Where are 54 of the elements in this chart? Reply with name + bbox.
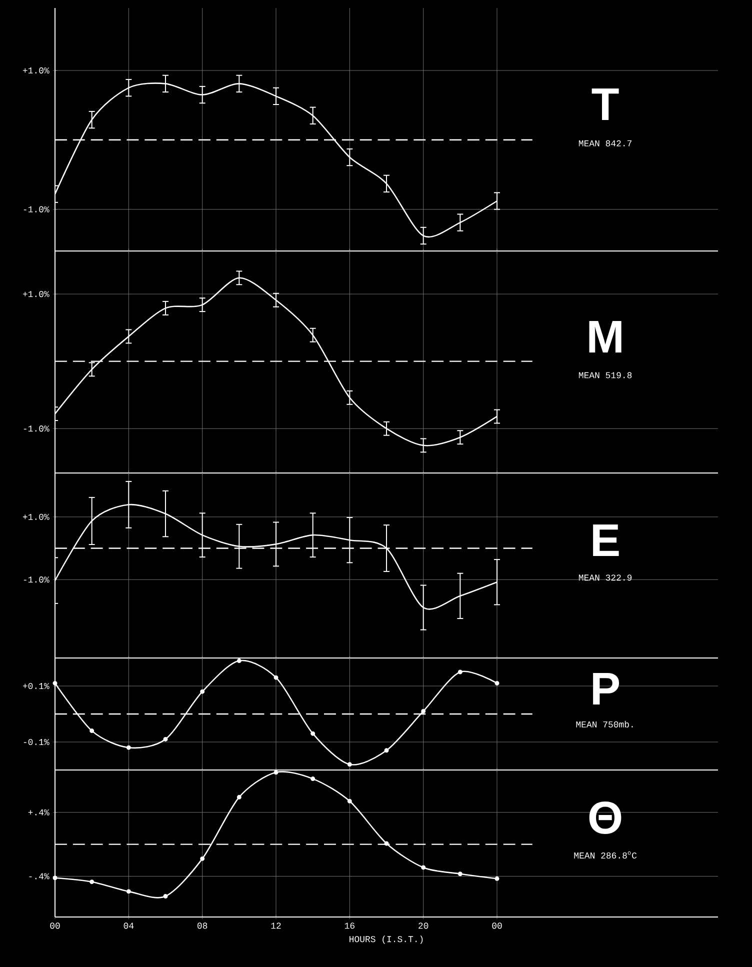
- point: [126, 889, 131, 894]
- point: [200, 856, 205, 861]
- point: [310, 776, 316, 782]
- x-tick-label: 00: [492, 922, 502, 929]
- x-tick-label: 00: [50, 922, 60, 929]
- y-tick-label: -.4%: [29, 873, 50, 880]
- chart-title: P: [593, 672, 620, 705]
- y-tick-label: +1.0%: [22, 67, 50, 74]
- point: [90, 728, 94, 734]
- point: [421, 865, 426, 870]
- x-axis-title: HOURS (I.S.T.): [350, 936, 423, 944]
- point: [384, 748, 389, 753]
- point: [52, 876, 58, 880]
- point: [494, 876, 500, 881]
- x-tick-label: 20: [418, 922, 428, 929]
- y-tick-label: +.4%: [28, 809, 50, 816]
- y-tick-label: -1.0%: [24, 426, 50, 432]
- point: [236, 658, 242, 664]
- point: [274, 675, 278, 680]
- point: [126, 745, 131, 750]
- y-tick-label: -1.0%: [24, 206, 50, 212]
- text: M: [589, 320, 622, 352]
- y-tick-label: +1.0%: [22, 514, 50, 520]
- point: [90, 880, 94, 884]
- x-tick-label: 04: [124, 922, 134, 929]
- y-tick-label: -1.0%: [24, 576, 50, 583]
- text: E: [593, 524, 619, 556]
- point: [200, 689, 205, 694]
- point: [421, 708, 426, 714]
- point: [347, 762, 352, 767]
- point: [52, 680, 58, 686]
- annotation: MEAN 519.8: [578, 372, 632, 378]
- point: [236, 794, 242, 800]
- point: [163, 736, 168, 742]
- x-tick-label: 08: [198, 922, 208, 929]
- text: Θ: [589, 802, 622, 834]
- point: [310, 731, 316, 736]
- text: T: [592, 88, 619, 120]
- point: [458, 872, 462, 876]
- point: [494, 680, 500, 686]
- y-tick-label: +0.1%: [22, 682, 50, 690]
- point: [384, 841, 389, 846]
- x-tick-label: 12: [271, 922, 281, 929]
- point: [163, 894, 168, 898]
- y-tick-label: -0.1%: [24, 738, 50, 746]
- annotation: MEAN 286.8$^{o}$C: [574, 851, 637, 859]
- point: [458, 670, 462, 674]
- annotation: MEAN 322.9: [578, 574, 632, 581]
- point: [274, 770, 278, 775]
- annotation: MEAN 750mb.: [576, 720, 633, 728]
- y-tick-label: +1.0%: [22, 291, 50, 298]
- x-tick-label: 16: [344, 922, 354, 929]
- point: [347, 798, 352, 804]
- annotation: MEAN 842.7: [578, 140, 632, 146]
